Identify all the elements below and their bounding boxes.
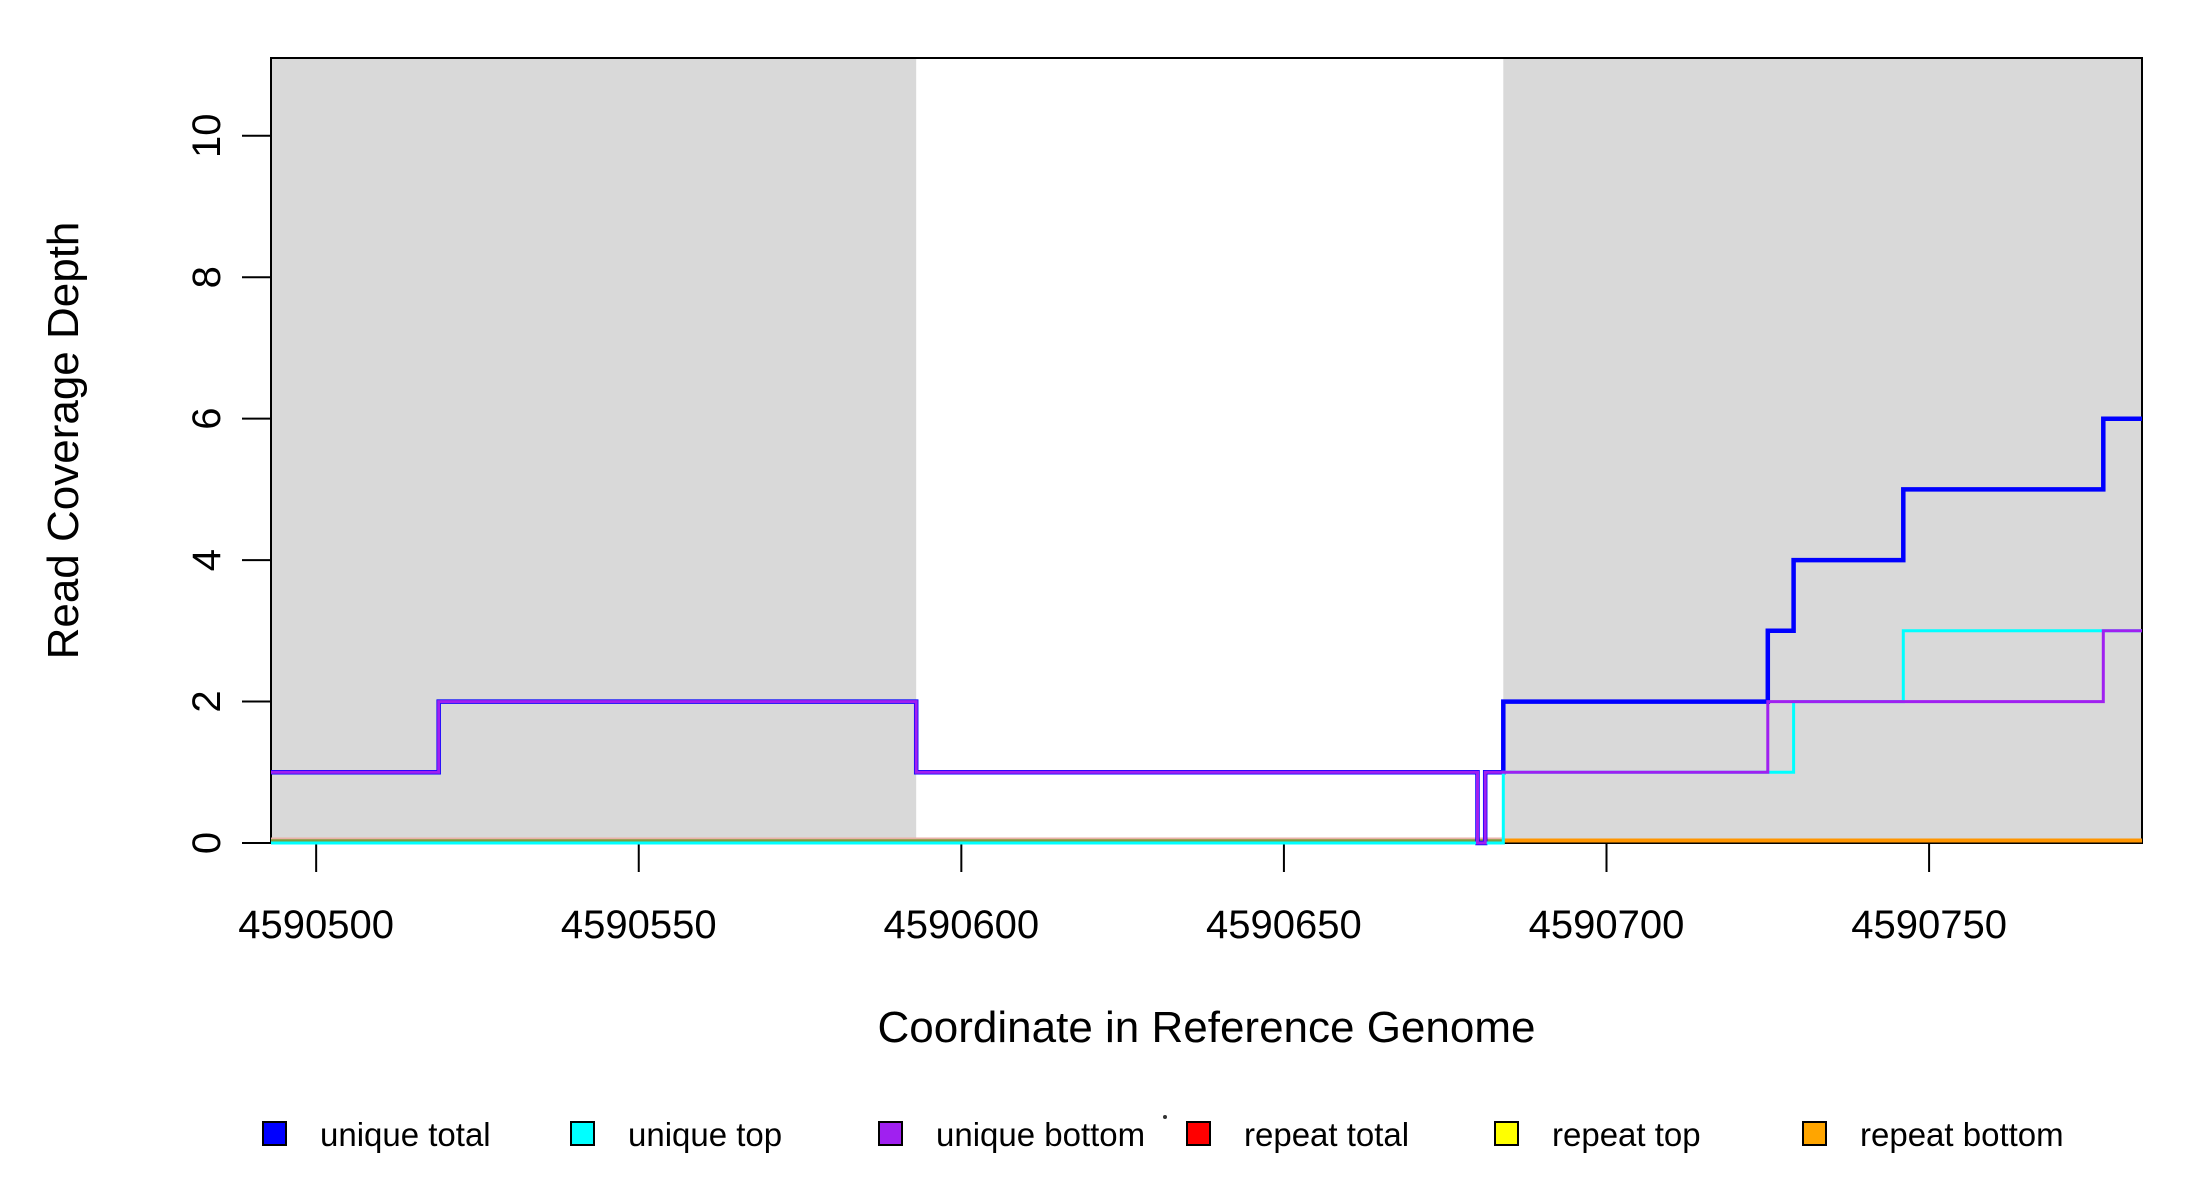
series-line-unique-bottom [271, 629, 2142, 845]
legend: unique total unique top unique bottom repea… [262, 1115, 2064, 1153]
y-tick-label: 8 [185, 266, 229, 288]
legend-swatch-repeat-top [1494, 1121, 1519, 1146]
x-axis-title: Coordinate in Reference Genome [878, 1003, 1536, 1052]
legend-swatch-unique-bottom [878, 1121, 903, 1146]
stray-dot [1163, 1115, 1167, 1119]
legend-label-repeat-top: repeat top [1552, 1116, 1701, 1153]
legend-swatch-repeat-bottom [1802, 1121, 1827, 1146]
x-tick-label: 4590500 [238, 903, 394, 947]
y-tick-label: 0 [185, 832, 229, 854]
legend-label-unique-bottom: unique bottom [936, 1116, 1145, 1153]
legend-label-repeat-total: repeat total [1244, 1116, 1409, 1153]
x-axis: 4590500 4590550 4590600 4590650 4590700 45907… [238, 844, 2007, 947]
y-tick-label: 2 [185, 690, 229, 712]
repeat-region-right [1503, 58, 2142, 843]
legend-swatch-unique-total [262, 1121, 287, 1146]
x-tick-label: 4590550 [561, 903, 717, 947]
legend-label-repeat-bottom: repeat bottom [1860, 1116, 2064, 1153]
x-tick-label: 4590750 [1851, 903, 2007, 947]
legend-label-unique-total: unique total [320, 1116, 491, 1153]
y-axis: 0 2 4 6 8 10 [185, 114, 270, 854]
x-tick-label: 4590650 [1206, 903, 1362, 947]
x-tick-label: 4590600 [883, 903, 1039, 947]
axis-titles: Coordinate in Reference Genome Read Cover… [39, 222, 1535, 1052]
baseline-repeat-lines [271, 837, 2142, 843]
legend-swatch-repeat-total [1186, 1121, 1211, 1146]
series-lines [271, 416, 2142, 846]
y-tick-label: 4 [185, 549, 229, 571]
y-tick-label: 10 [185, 114, 229, 159]
legend-label-unique-top: unique top [628, 1116, 782, 1153]
y-axis-title: Read Coverage Depth [39, 222, 88, 660]
y-tick-label: 6 [185, 408, 229, 430]
x-tick-label: 4590700 [1529, 903, 1685, 947]
series-line-unique-top [271, 629, 2142, 845]
shaded-regions [271, 58, 2142, 843]
legend-swatch-unique-top [570, 1121, 595, 1146]
repeat-region-left [271, 58, 917, 843]
